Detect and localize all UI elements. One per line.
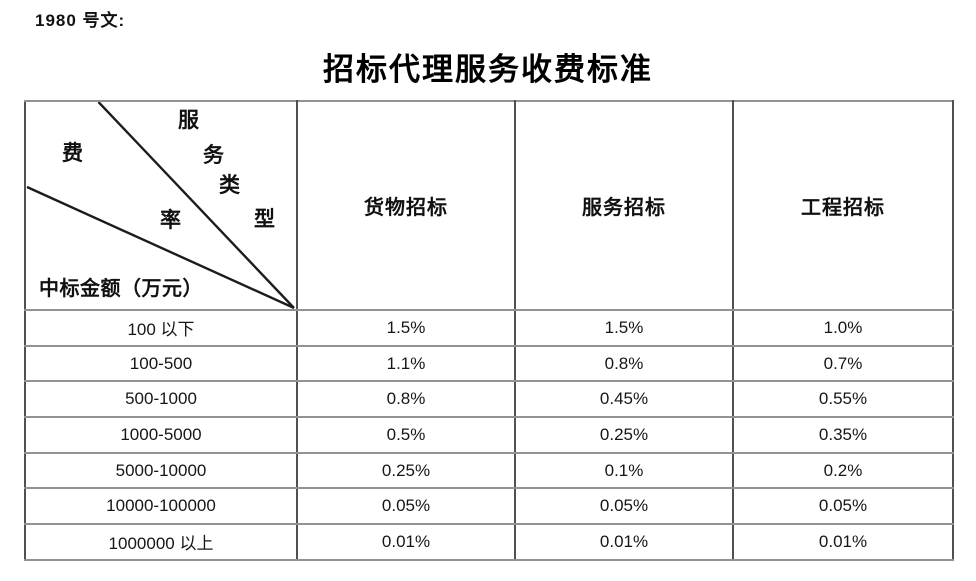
table-row: 1000-5000 0.5% 0.25% 0.35% [24, 416, 954, 454]
rate-cell: 0.8% [296, 380, 516, 419]
rate-cell: 1.0% [732, 309, 954, 347]
corner-label-service-char-2: 务 [203, 143, 224, 167]
column-header-services-bidding: 服务招标 [514, 100, 734, 311]
corner-label-fee-char-1: 费 [62, 141, 83, 165]
diagonal-divider-lines [27, 103, 295, 308]
rate-cell: 0.05% [732, 487, 954, 526]
table-row: 500-1000 0.8% 0.45% 0.55% [24, 380, 954, 419]
rate-cell: 0.01% [732, 523, 954, 561]
rate-cell: 0.5% [296, 416, 516, 454]
column-header-works-bidding: 工程招标 [732, 100, 954, 311]
document-ref-label: 1980 号文: [35, 11, 126, 30]
amount-range-cell: 1000000 以上 [24, 523, 298, 561]
corner-label-service-char-4: 型 [254, 207, 275, 231]
rate-cell: 0.25% [514, 416, 734, 454]
corner-amount-axis-label: 中标金额（万元） [39, 278, 203, 300]
rate-cell: 0.35% [732, 416, 954, 454]
corner-label-fee-char-2: 率 [160, 208, 181, 232]
corner-label-service-char-3: 类 [219, 173, 240, 197]
rate-cell: 1.5% [514, 309, 734, 347]
column-header-goods-bidding: 货物招标 [296, 100, 516, 311]
fee-table: 费 率 服 务 类 型 中标金额（万元） 货物招标 服务招标 工程招标 100 … [24, 100, 954, 561]
amount-range-cell: 100-500 [24, 344, 298, 383]
table-row: 5000-10000 0.25% 0.1% 0.2% [24, 451, 954, 490]
table-row: 100 以下 1.5% 1.5% 1.0% [24, 309, 954, 347]
header-row: 费 率 服 务 类 型 中标金额（万元） 货物招标 服务招标 工程招标 [24, 100, 954, 311]
corner-label-service-char-1: 服 [178, 108, 199, 132]
rate-cell: 1.5% [296, 309, 516, 347]
fee-table-body: 100 以下 1.5% 1.5% 1.0% 100-500 1.1% 0.8% 0.7% 500… [24, 309, 954, 561]
amount-range-cell: 5000-10000 [24, 451, 298, 490]
rate-cell: 0.2% [732, 451, 954, 490]
amount-range-cell: 1000-5000 [24, 416, 298, 454]
rate-cell: 0.45% [514, 380, 734, 419]
rate-cell: 0.25% [296, 451, 516, 490]
diagonal-header-inner: 费 率 服 务 类 型 中标金额（万元） [27, 103, 295, 308]
rate-cell: 0.7% [732, 344, 954, 383]
rate-cell: 0.1% [514, 451, 734, 490]
rate-cell: 1.1% [296, 344, 516, 383]
amount-range-cell: 100 以下 [24, 309, 298, 347]
page-title: 招标代理服务收费标准 [323, 52, 653, 87]
rate-cell: 0.01% [296, 523, 516, 561]
amount-range-cell: 10000-100000 [24, 487, 298, 526]
rate-cell: 0.05% [514, 487, 734, 526]
amount-range-cell: 500-1000 [24, 380, 298, 419]
table-row: 1000000 以上 0.01% 0.01% 0.01% [24, 523, 954, 561]
table-row: 100-500 1.1% 0.8% 0.7% [24, 344, 954, 383]
rate-cell: 0.05% [296, 487, 516, 526]
rate-cell: 0.01% [514, 523, 734, 561]
table-row: 10000-100000 0.05% 0.05% 0.05% [24, 487, 954, 526]
rate-cell: 0.8% [514, 344, 734, 383]
diagonal-header-cell: 费 率 服 务 类 型 中标金额（万元） [24, 100, 298, 311]
rate-cell: 0.55% [732, 380, 954, 419]
